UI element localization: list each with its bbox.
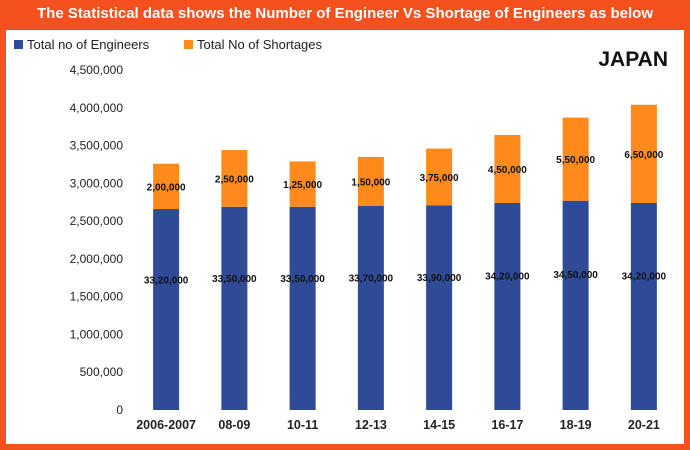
x-tick-label: 12-13 [355,418,387,432]
data-label-engineers: 33,50,000 [212,274,257,285]
data-label-shortages: 2,50,000 [215,174,254,185]
y-axis: 0 500,000 1,000,000 1,500,000 2,000,000 2,500… [70,63,124,417]
data-label-shortages: 4,50,000 [488,165,527,176]
x-tick-label: 08-09 [218,418,250,432]
stacked-bar-chart: Total no of Engineers Total No of Shortag… [14,37,668,432]
bar-engineers [426,205,453,410]
data-label-engineers: 33,90,000 [417,273,462,284]
y-tick-label: 2,500,000 [70,214,124,228]
data-label-shortages: 6,50,000 [624,150,663,161]
y-tick-label: 0 [116,403,123,417]
bar-shortages [630,104,657,203]
x-tick-label: 2006-2007 [136,418,196,432]
data-label-engineers: 34,20,000 [485,272,530,283]
bar-engineers [289,206,316,410]
data-label-engineers: 33,70,000 [349,273,394,284]
bar-engineers [494,202,521,410]
bar-shortages [153,163,180,210]
bar-engineers [221,206,248,410]
x-axis: 2006-2007 08-09 10-11 12-13 14-15 16-17 18-19 2… [136,418,660,432]
chart-title: The Statistical data shows the Number of… [37,5,653,22]
y-tick-label: 1,500,000 [70,290,124,304]
bar-engineers [630,202,657,410]
x-tick-label: 18-19 [560,418,592,432]
legend-swatch [184,40,193,49]
data-label-shortages: 1,50,000 [351,177,390,188]
data-label-engineers: 34,50,000 [553,270,598,281]
data-label-shortages: 1,25,000 [283,180,322,191]
data-label-shortages: 3,75,000 [420,173,459,184]
bar-engineers [357,206,384,410]
bars [153,104,657,410]
bar-shortages [494,134,521,203]
y-tick-label: 3,500,000 [70,139,124,153]
x-tick-label: 16-17 [491,418,523,432]
data-label-shortages: 2,00,000 [147,182,186,193]
bar-engineers [562,200,589,410]
data-labels: 33,20,000 2,00,000 33,50,000 2,50,000 33,50,… [144,150,667,287]
chart-panel: Total no of Engineers Total No of Shortag… [6,30,684,444]
data-label-engineers: 33,50,000 [280,274,325,285]
y-tick-label: 1,000,000 [70,327,124,341]
bar-shortages [289,161,316,207]
legend-label: Total no of Engineers [27,37,150,52]
data-label-engineers: 34,20,000 [622,272,667,283]
bar-engineers [153,209,180,410]
country-label: JAPAN [598,48,668,71]
y-tick-label: 4,000,000 [70,101,124,115]
bar-shortages [562,117,589,201]
x-tick-label: 10-11 [287,418,318,432]
y-tick-label: 4,500,000 [70,63,124,77]
bar-shortages [426,148,453,206]
x-tick-label: 20-21 [628,418,660,432]
legend-label: Total No of Shortages [197,37,323,52]
data-label-shortages: 5,50,000 [556,155,595,166]
x-tick-label: 14-15 [423,418,455,432]
y-tick-label: 2,000,000 [70,252,124,266]
legend: Total no of Engineers Total No of Shortag… [14,37,323,52]
y-tick-label: 500,000 [80,365,124,379]
data-label-engineers: 33,20,000 [144,275,189,286]
y-tick-label: 3,000,000 [70,176,124,190]
bar-shortages [357,156,384,206]
bar-shortages [221,150,248,207]
legend-swatch [14,40,23,49]
